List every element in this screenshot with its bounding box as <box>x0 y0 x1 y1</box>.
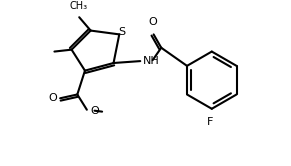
Text: O: O <box>148 17 157 27</box>
Text: O: O <box>91 106 100 116</box>
Text: CH₃: CH₃ <box>69 0 87 11</box>
Text: O: O <box>48 93 57 103</box>
Text: NH: NH <box>143 56 160 66</box>
Text: S: S <box>118 28 126 38</box>
Text: F: F <box>207 117 213 127</box>
